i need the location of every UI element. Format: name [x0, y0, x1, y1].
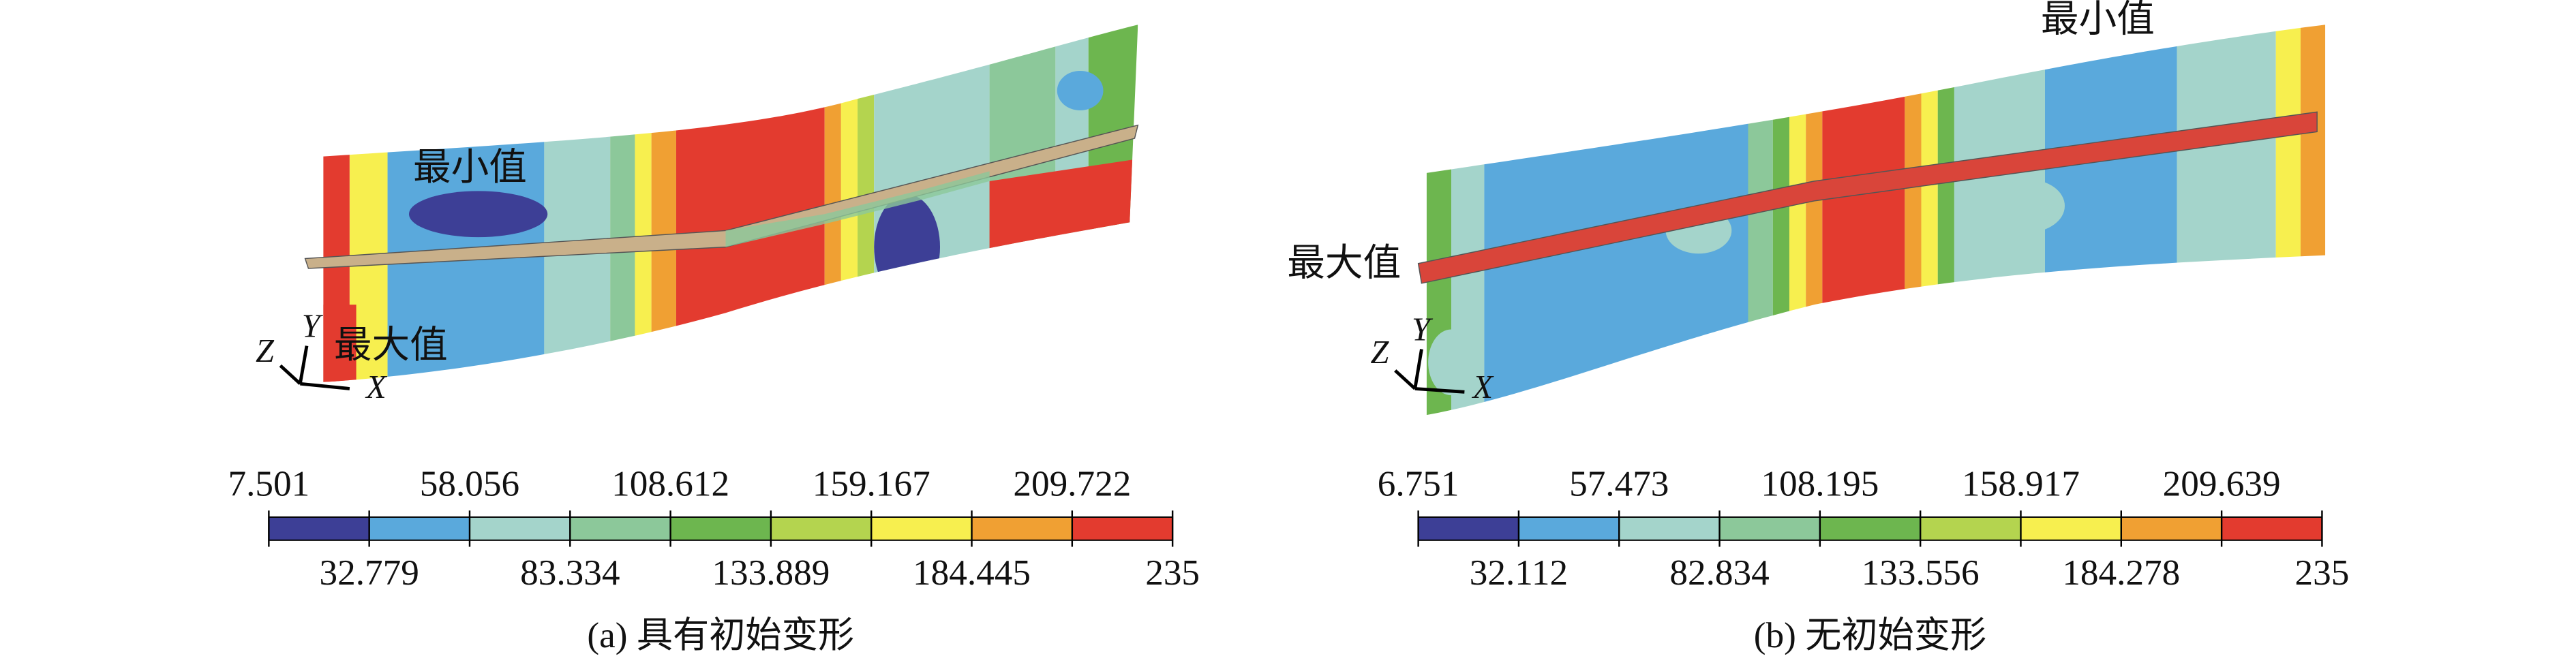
colorbar-label: 184.278 [2062, 553, 2180, 593]
axis-triad [279, 345, 350, 390]
colorbar-segment [1719, 517, 1820, 540]
flange [1417, 111, 2318, 284]
min-annotation: 最小值 [413, 146, 527, 189]
colorbar-label: 235 [1145, 553, 1200, 593]
colorbar-label: 133.556 [1862, 553, 1980, 593]
colorbar-label: 6.751 [1378, 464, 1459, 504]
min-annotation: 最小值 [2041, 0, 2155, 41]
colorbar-segment [570, 517, 671, 540]
colorbar-label: 184.445 [913, 553, 1031, 593]
colorbar-label: 209.722 [1013, 464, 1131, 504]
colorbar-label: 159.167 [813, 464, 930, 504]
colorbar-segment [269, 517, 369, 540]
colorbar-segment [1518, 517, 1620, 540]
colorbar-segment [2222, 517, 2322, 540]
colorbar-label: 158.917 [1962, 464, 2080, 504]
colorbar-label: 108.195 [1761, 464, 1879, 504]
colorbar-segment [770, 517, 872, 540]
colorbar-label: 58.056 [420, 464, 519, 504]
axis-triad [1394, 349, 1465, 394]
colorbar-segment [369, 517, 470, 540]
colorbar-segment [971, 517, 1072, 540]
colorbar-label: 57.473 [1569, 464, 1669, 504]
colorbar-label: 108.612 [611, 464, 729, 504]
colorbar-segment [2121, 517, 2222, 540]
colorbar-label: 209.639 [2163, 464, 2281, 504]
contour-plate [1426, 25, 2326, 416]
colorbar-label: 133.889 [712, 553, 830, 593]
colorbar-segment [1819, 517, 1921, 540]
colorbar-label: 83.334 [520, 553, 620, 593]
colorbar-segment [1418, 517, 1519, 540]
colorbar-segment [469, 517, 571, 540]
colorbar-segment [2020, 517, 2121, 540]
colorbar-label: 82.834 [1669, 553, 1769, 593]
max-annotation: 最大值 [1287, 242, 1401, 284]
caption: (a) 具有初始变形 [587, 615, 854, 655]
colorbar-segment [670, 517, 771, 540]
caption: (b) 无初始变形 [1754, 615, 1986, 655]
axis-y-label: Y [1412, 311, 1434, 347]
colorbar-segment [1072, 517, 1173, 540]
colorbar-label: 7.501 [228, 464, 309, 504]
colorbar-label: 235 [2295, 553, 2350, 593]
colorbar-segment [1619, 517, 1720, 540]
colorbar-segment [871, 517, 972, 540]
colorbar-label: 32.779 [320, 553, 419, 593]
colorbar-segment [1920, 517, 2021, 540]
colorbar-label: 32.112 [1470, 553, 1568, 593]
axis-y-label: Y [302, 309, 324, 345]
axis-x-label: X [365, 369, 388, 405]
axis-z-label: Z [1370, 335, 1389, 371]
axis-z-label: Z [256, 333, 275, 369]
max-annotation: 最大值 [334, 324, 448, 367]
contour-plate [323, 25, 1138, 382]
flange-shade [725, 171, 990, 247]
axis-x-label: X [1471, 369, 1494, 405]
